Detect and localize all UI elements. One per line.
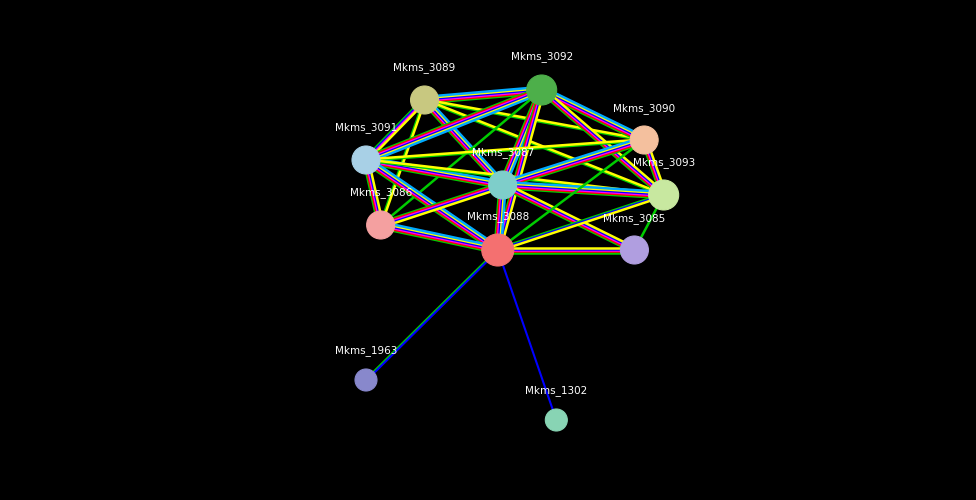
Text: Mkms_1302: Mkms_1302 bbox=[525, 386, 588, 396]
Text: Mkms_3087: Mkms_3087 bbox=[471, 148, 534, 158]
Ellipse shape bbox=[621, 236, 648, 264]
Ellipse shape bbox=[546, 409, 567, 431]
Text: Mkms_3088: Mkms_3088 bbox=[467, 210, 529, 222]
Ellipse shape bbox=[489, 171, 516, 199]
Ellipse shape bbox=[482, 234, 513, 266]
Text: Mkms_3091: Mkms_3091 bbox=[335, 122, 397, 134]
Ellipse shape bbox=[352, 146, 380, 174]
Text: Mkms_3090: Mkms_3090 bbox=[613, 102, 675, 114]
Text: Mkms_3085: Mkms_3085 bbox=[603, 212, 666, 224]
Ellipse shape bbox=[527, 75, 556, 105]
Ellipse shape bbox=[630, 126, 658, 154]
Ellipse shape bbox=[355, 369, 377, 391]
Ellipse shape bbox=[411, 86, 438, 114]
Text: Mkms_3089: Mkms_3089 bbox=[393, 62, 456, 74]
Ellipse shape bbox=[367, 211, 394, 239]
Text: Mkms_3093: Mkms_3093 bbox=[632, 156, 695, 168]
Text: Mkms_3086: Mkms_3086 bbox=[349, 188, 412, 198]
Text: Mkms_3092: Mkms_3092 bbox=[510, 52, 573, 62]
Text: Mkms_1963: Mkms_1963 bbox=[335, 346, 397, 356]
Ellipse shape bbox=[649, 180, 678, 210]
